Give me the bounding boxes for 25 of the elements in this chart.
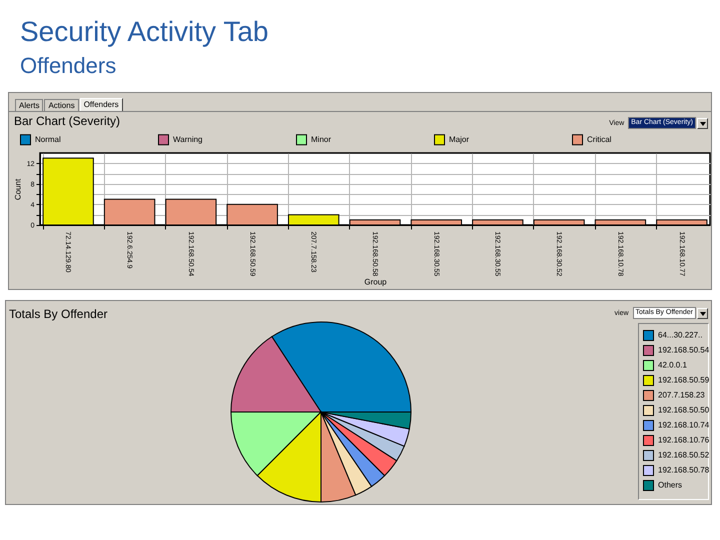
legend-label: Normal bbox=[35, 134, 62, 144]
y-axis-title: Count bbox=[14, 178, 23, 200]
legend-label: Others bbox=[658, 480, 682, 490]
legend-label: 64...30.227.. bbox=[658, 330, 702, 340]
tab: Offenders bbox=[80, 98, 123, 111]
x-axis-title: Group bbox=[364, 277, 388, 286]
chart-title: Bar Chart (Severity) bbox=[14, 114, 120, 128]
text: Security Activity Tab bbox=[20, 15, 268, 49]
tab: Alerts bbox=[15, 99, 44, 111]
legend-label: 192.168.50.52 bbox=[658, 450, 710, 460]
text: Totals By Offender bbox=[9, 307, 108, 321]
legend-label: 192.168.10.74 bbox=[658, 420, 710, 430]
legend-label: 192.168.50.50 bbox=[658, 406, 710, 414]
legend-label: 192.168.50.59 bbox=[658, 376, 710, 384]
legend-label: 42.0.0.1 bbox=[658, 360, 688, 370]
text: Offenders bbox=[20, 52, 116, 80]
legend-label: Critical bbox=[587, 134, 612, 144]
legend-label: 192.168.10.76 bbox=[658, 436, 710, 444]
legend-label: 192.168.50.54 bbox=[658, 346, 710, 354]
legend-label: Warning bbox=[173, 134, 202, 144]
legend-label: Major bbox=[449, 134, 470, 144]
tab: Actions bbox=[44, 99, 79, 111]
legend-label: 207.7.158.23 bbox=[658, 390, 706, 400]
legend-label: Minor bbox=[311, 134, 332, 144]
legend-label: 192.168.50.78 bbox=[658, 466, 710, 474]
